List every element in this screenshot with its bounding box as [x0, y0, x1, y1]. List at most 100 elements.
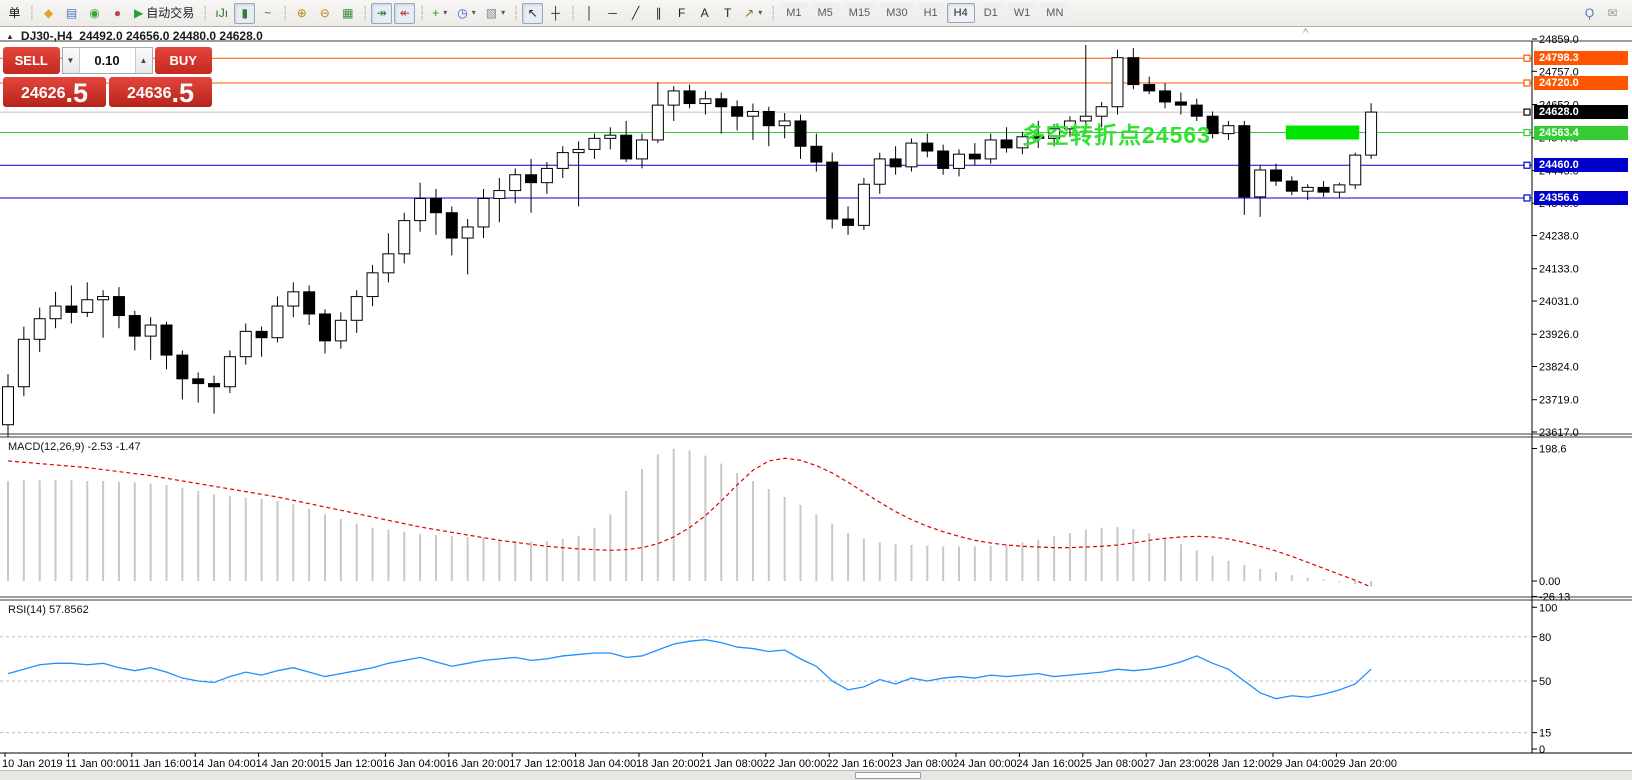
add-indicator-button-dropdown-icon[interactable]: ▾: [443, 8, 448, 17]
market-icon[interactable]: ●: [107, 3, 128, 24]
pane-borders: [0, 40, 1632, 754]
candle-up: [509, 174, 522, 192]
rsi-scale-label: 15: [1539, 728, 1551, 740]
chart-window[interactable]: 24859.024757.024652.024547.024443.024340…: [0, 27, 1632, 780]
toolbar-separator: ┆: [281, 5, 290, 20]
candle-down: [192, 378, 205, 385]
fibonacci-button[interactable]: F: [671, 3, 692, 24]
template-icon: ▧: [485, 6, 498, 20]
sell-price-display[interactable]: 24626.5: [3, 77, 106, 107]
shapes-button[interactable]: ↗ ▾: [740, 3, 766, 24]
chart-canvas[interactable]: 24859.024757.024652.024547.024443.024340…: [0, 27, 1632, 779]
candle-up: [556, 152, 569, 169]
buy-price-display[interactable]: 24636.5: [109, 77, 212, 107]
template-button-dropdown-icon[interactable]: ▾: [501, 8, 506, 17]
auto-scroll-icon: ↠: [376, 6, 387, 20]
label-button[interactable]: T: [717, 3, 738, 24]
time-tick-label: 14 Jan 20:00: [256, 758, 320, 770]
period-button-dropdown-icon[interactable]: ▾: [471, 8, 476, 17]
time-tick-label: 18 Jan 20:00: [636, 758, 700, 770]
new-window-icon[interactable]: ▤: [61, 3, 82, 24]
time-tick-label: 11 Jan 16:00: [129, 758, 192, 770]
signals-icon[interactable]: ◉: [84, 3, 105, 24]
auto-trading-icon: ▶: [134, 6, 144, 20]
crosshair-button[interactable]: ┼: [545, 3, 566, 24]
timeframe-button-m5[interactable]: M5: [810, 3, 840, 23]
level-anchor-square: [1523, 54, 1531, 62]
timeframe-button-m30[interactable]: M30: [879, 3, 915, 23]
timeframe-button-m15[interactable]: M15: [841, 3, 878, 23]
auto-scroll-button[interactable]: ↠: [371, 2, 393, 24]
candle-up: [905, 142, 918, 168]
candle-down: [319, 313, 331, 342]
text-button[interactable]: A: [694, 3, 715, 24]
add-indicator-button[interactable]: + ▾: [428, 3, 451, 24]
candle-down: [842, 218, 855, 226]
timeframe-button-mn[interactable]: MN: [1039, 3, 1071, 23]
volume-decrease-button[interactable]: ▼: [62, 48, 80, 73]
cursor-icon: ↖: [527, 6, 538, 20]
collapse-icon[interactable]: ▲: [6, 31, 14, 41]
sell-button[interactable]: SELL: [3, 47, 60, 74]
candle-down: [826, 161, 839, 220]
volume-input[interactable]: 0.10: [94, 53, 120, 68]
timeframe-button-d1[interactable]: D1: [976, 3, 1005, 23]
candle-up: [604, 134, 617, 139]
candlestick-chart-button[interactable]: ▮: [234, 2, 256, 24]
candle-up: [778, 120, 791, 127]
rsi-line: [7, 639, 1372, 700]
channel-button[interactable]: ∥: [648, 3, 669, 24]
auto-trading-button[interactable]: ▶ 自动交易: [130, 3, 198, 24]
vertical-line-button[interactable]: │: [579, 3, 600, 24]
new-order-button[interactable]: 单: [4, 3, 25, 24]
tile-windows-button[interactable]: ▦: [337, 3, 358, 24]
candle-up: [540, 167, 553, 184]
chart-shift-button[interactable]: ↞: [394, 2, 416, 24]
time-tick-label: 16 Jan 04:00: [382, 758, 446, 770]
charts-icon[interactable]: ◆: [38, 3, 59, 24]
macd-indicator-label: MACD(12,26,9) -2.53 -1.47: [8, 441, 141, 453]
price-tick-label: 24133.0: [1539, 264, 1579, 276]
horizontal-line-button[interactable]: ─: [602, 3, 623, 24]
rsi-scale-label: 80: [1539, 632, 1551, 644]
macd-signal-line: [7, 457, 1372, 588]
candle-up: [493, 190, 506, 199]
candle-up: [2, 386, 14, 426]
candle-up: [398, 220, 411, 255]
timeframe-button-h4[interactable]: H4: [946, 3, 975, 23]
candle-down: [968, 153, 981, 160]
trendline-button[interactable]: ╱: [625, 3, 646, 24]
horizontal-scrollbar-thumb[interactable]: [855, 772, 921, 779]
period-button[interactable]: ◷ ▾: [453, 3, 480, 24]
time-tick-label: 15 Jan 12:00: [319, 758, 383, 770]
macd-scale-label: 0.00: [1539, 576, 1560, 588]
time-tick-label: 14 Jan 04:00: [192, 758, 256, 770]
buy-button[interactable]: BUY: [154, 47, 212, 74]
candle-down: [1000, 139, 1013, 149]
timeframe-button-w1[interactable]: W1: [1006, 3, 1038, 23]
zoom-in-button[interactable]: ⊕: [291, 3, 312, 24]
timeframe-button-m1[interactable]: M1: [779, 3, 809, 23]
shapes-icon: ↗: [744, 6, 755, 20]
candle-up: [477, 197, 490, 228]
line-chart-button[interactable]: ~: [257, 3, 278, 24]
trendline-icon: ╱: [632, 6, 640, 20]
auto-trading-button-label: 自动交易: [146, 6, 195, 20]
macd-scale-label: -26.13: [1539, 591, 1570, 603]
volume-increase-button[interactable]: ▲: [134, 48, 152, 73]
zoom-out-button[interactable]: ⊖: [314, 3, 335, 24]
template-button[interactable]: ▧ ▾: [482, 3, 509, 24]
cursor-button[interactable]: ↖: [522, 2, 544, 24]
bar-chart-button[interactable]: ıJı: [211, 3, 232, 24]
rsi-scale-label: 100: [1539, 602, 1557, 614]
time-axis: 10 Jan 2019 11 Jan 00:00 11 Jan 16:00 14 Ja…: [2, 753, 1397, 770]
level-anchor-square: [1523, 161, 1531, 169]
community-chat-button[interactable]: ✉: [1602, 3, 1623, 24]
chart-shift-marker-icon[interactable]: ^: [1303, 27, 1309, 39]
candle-down: [1190, 104, 1203, 117]
candle-down: [889, 158, 902, 168]
timeframe-button-h1[interactable]: H1: [916, 3, 945, 23]
search-button[interactable]: Ϙ: [1579, 3, 1600, 24]
shapes-button-dropdown-icon[interactable]: ▾: [758, 8, 763, 17]
candle-down: [429, 197, 442, 214]
